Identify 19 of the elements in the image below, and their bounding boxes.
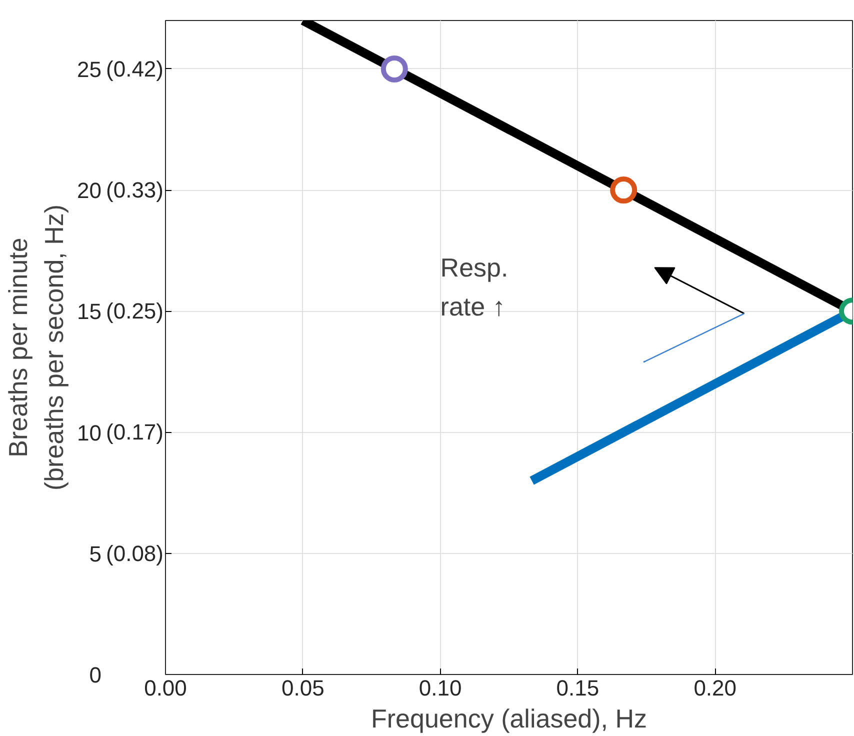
y-axis-title: Breaths per minute (breaths per second, Hz)	[3, 204, 70, 491]
x-tick-label: 0.05	[281, 676, 324, 700]
y-tick-label: 0	[89, 662, 102, 688]
y2-tick-label: (0.25)	[106, 298, 164, 324]
x-axis-title: Frequency (aliased), Hz	[371, 704, 647, 734]
y-tick-label: 10	[77, 420, 102, 446]
y-tick-label: 5	[89, 541, 102, 566]
annotation: Resp. rate ↑	[440, 252, 508, 322]
x-tick-label: 0.15	[556, 676, 600, 700]
x-tick-label: 0.00	[144, 676, 187, 700]
y2-tick-label: (0.33)	[106, 178, 164, 203]
y2-tick-label: (0.17)	[106, 420, 164, 445]
y2-tick-label: (0.08)	[106, 540, 164, 566]
y2-tick-label: (0.42)	[106, 56, 164, 82]
y-tick-label: 20	[77, 178, 102, 204]
x-tick-label: 0.10	[418, 676, 462, 700]
y-tick-label: 15	[77, 299, 102, 324]
x-tick-label: 0.20	[694, 676, 737, 700]
y-tick-label: 25	[77, 56, 102, 82]
